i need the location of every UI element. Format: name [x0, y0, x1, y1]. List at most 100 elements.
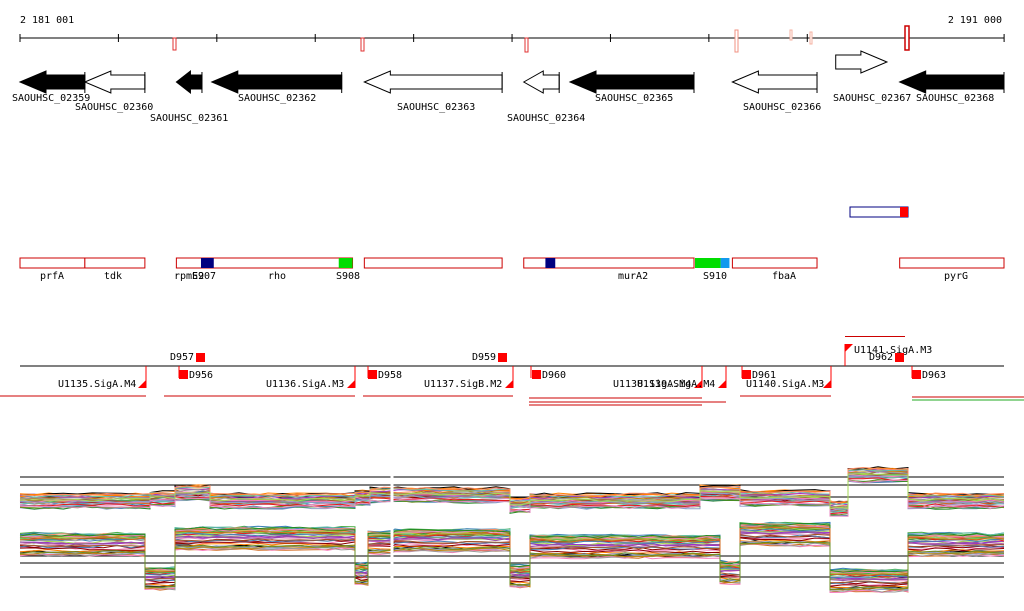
promoter-label: U1137.SigB.M2	[424, 379, 502, 390]
promoter-label: U1136.SigA.M3	[266, 379, 344, 390]
transcript-lines	[0, 395, 1024, 406]
gene-arrow[interactable]	[568, 70, 695, 94]
gene-arrow[interactable]	[731, 70, 818, 94]
terminator-marker[interactable]	[498, 353, 507, 362]
ruler-mark	[809, 31, 813, 45]
gene-label: SAOUHSC_02366	[743, 102, 821, 113]
gene-arrow[interactable]	[363, 70, 503, 94]
ruler-mark	[904, 25, 910, 51]
operon-label: fbaA	[772, 271, 796, 282]
promoter-marker[interactable]	[694, 380, 702, 388]
gene-arrow[interactable]	[18, 70, 86, 94]
site-marker[interactable]	[720, 258, 730, 268]
operon-box[interactable]	[84, 257, 146, 269]
promoter-label: U1140.SigA.M3	[746, 379, 824, 390]
promoter-label: U1141.SigA.M3	[854, 345, 932, 356]
ruler-start-label: 2 181 001	[20, 15, 74, 26]
terminator-marker[interactable]	[742, 370, 751, 379]
gene-label: SAOUHSC_02365	[595, 93, 673, 104]
gene-label: SAOUHSC_02360	[75, 102, 153, 113]
coordinate-ruler: 2 181 001 2 191 000	[19, 15, 1005, 53]
terminator-marker[interactable]	[912, 370, 921, 379]
ruler-mark	[734, 29, 739, 53]
operon-box[interactable]	[363, 257, 503, 269]
gene-arrow[interactable]	[522, 70, 560, 94]
site-marker[interactable]	[200, 258, 214, 268]
terminator-marker[interactable]	[179, 370, 188, 379]
operon-box[interactable]	[175, 257, 203, 269]
ruler-marks	[172, 25, 910, 53]
site-marker[interactable]	[338, 258, 353, 268]
promoter-marker[interactable]	[718, 380, 726, 388]
operon-track: prfA tdk rpmE2 rho murA2 fbaA pyrG	[19, 257, 1005, 282]
operon-box[interactable]	[19, 257, 86, 269]
promoter-span	[845, 336, 905, 337]
ruler-mark	[524, 37, 529, 53]
expression-series	[19, 541, 1005, 591]
expression-series	[19, 472, 1005, 509]
terminator-label: D957	[170, 352, 194, 363]
operon-box[interactable]	[201, 257, 354, 269]
expression-profile-bottom	[19, 521, 1005, 594]
terminator-label: D959	[472, 352, 496, 363]
promoter-marker[interactable]	[138, 380, 146, 388]
promoter-label: U1139.SigA.M4	[637, 379, 715, 390]
ruler-mark	[172, 37, 177, 51]
gene-arrow[interactable]	[175, 69, 203, 95]
operon-box[interactable]	[731, 257, 818, 269]
site-marker[interactable]	[545, 258, 556, 268]
ruler-mark	[789, 29, 793, 41]
operon-label: murA2	[618, 271, 648, 282]
ruler-end-label: 2 191 000	[948, 15, 1002, 26]
terminator-label: D958	[378, 370, 402, 381]
expression-series	[19, 521, 1005, 572]
expression-series	[19, 479, 1005, 517]
terminator-marker[interactable]	[368, 370, 377, 379]
operon-label: tdk	[104, 271, 122, 282]
gene-arrow[interactable]	[898, 70, 1005, 94]
operon-box[interactable]	[523, 257, 695, 269]
site-label: S908	[336, 271, 360, 282]
expression-profiles	[19, 466, 1005, 594]
terminator-marker[interactable]	[196, 353, 205, 362]
terminator-label: D960	[542, 370, 566, 381]
site-label: S910	[703, 271, 727, 282]
operon-label: pyrG	[944, 271, 968, 282]
expression-profile-top	[19, 466, 1005, 517]
gene-arrow[interactable]	[835, 50, 889, 74]
terminator-label: D963	[922, 370, 946, 381]
site-track: S907 S908 S910	[192, 258, 730, 282]
terminator-label: D956	[189, 370, 213, 381]
ruler-mark	[360, 37, 365, 52]
gene-label: SAOUHSC_02362	[238, 93, 316, 104]
gene-label: SAOUHSC_02368	[916, 93, 994, 104]
operon-box[interactable]	[899, 257, 1005, 269]
promoter-marker[interactable]	[845, 344, 853, 352]
gene-label: SAOUHSC_02367	[833, 93, 911, 104]
gene-arrow[interactable]	[83, 70, 146, 94]
feature-box-2367[interactable]	[849, 206, 909, 218]
operon-label: prfA	[40, 271, 64, 282]
operon-label: rho	[268, 271, 286, 282]
promoter-marker[interactable]	[823, 380, 831, 388]
terminator-label: D961	[752, 370, 776, 381]
gene-label: SAOUHSC_02363	[397, 102, 475, 113]
promoter-marker[interactable]	[505, 380, 513, 388]
terminator-marker[interactable]	[532, 370, 541, 379]
regulatory-track: U1135.SigA.M4 U1136.SigA.M3 U1137.SigB.M…	[0, 336, 1024, 406]
operon-label: rpmE2	[174, 271, 204, 282]
gene-label: SAOUHSC_02361	[150, 113, 228, 124]
gene-label: SAOUHSC_02359	[12, 93, 90, 104]
promoter-label: U1135.SigA.M4	[58, 379, 136, 390]
terminator-marker[interactable]	[895, 353, 904, 362]
promoter-marker[interactable]	[347, 380, 355, 388]
gene-label: SAOUHSC_02364	[507, 113, 585, 124]
site-label: S907	[192, 271, 216, 282]
gene-arrow[interactable]	[210, 70, 343, 94]
promoter-label: U1138.SigA.M4	[613, 379, 691, 390]
site-marker[interactable]	[694, 258, 721, 268]
terminator-label: D962	[869, 352, 893, 363]
